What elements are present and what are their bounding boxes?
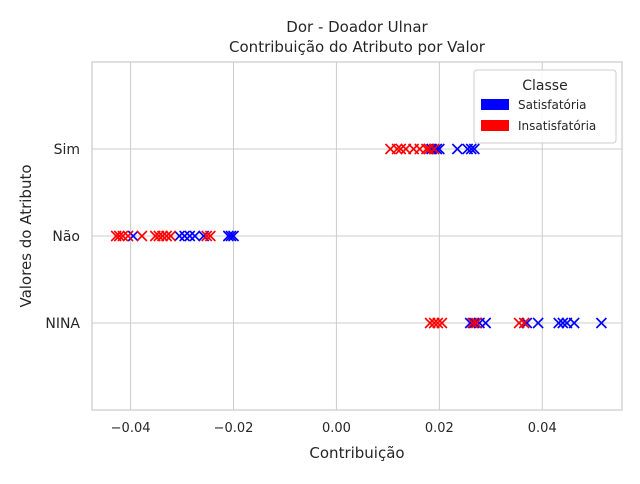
y-tick-label: Sim [54, 142, 80, 158]
data-point-x-marker [518, 317, 530, 329]
x-tick-label: −0.04 [111, 421, 151, 436]
data-point-x-marker [204, 230, 216, 242]
y-tick-label: Não [52, 229, 80, 245]
data-point-x-marker [225, 230, 237, 242]
data-point-x-marker [222, 230, 234, 242]
y-tick-labels: NINA Não Sim [45, 142, 80, 332]
legend-swatch-insatisfatoria [481, 120, 509, 131]
x-tick-label: −0.02 [214, 421, 254, 436]
data-point-x-marker [156, 230, 169, 242]
data-point-x-marker [436, 317, 448, 329]
data-point-x-marker [179, 230, 191, 242]
data-point-x-marker [426, 143, 438, 155]
y-tick-label: NINA [45, 316, 80, 332]
x-tick-labels: −0.04 −0.02 0.00 0.02 0.04 [111, 421, 557, 436]
x-axis-label: Contribuição [309, 444, 404, 462]
data-point-x-marker [122, 230, 134, 242]
legend-box [473, 69, 617, 144]
legend: Classe Satisfatória Insatisfatória [473, 69, 617, 144]
data-points [110, 143, 607, 329]
data-point-x-marker [423, 143, 435, 155]
data-point-x-marker [161, 230, 173, 242]
data-point-x-marker [595, 317, 607, 329]
plot-frame [91, 61, 623, 411]
legend-label-insatisfatoria: Insatisfatória [518, 119, 596, 133]
data-point-x-marker [201, 230, 213, 242]
data-point-x-marker [136, 230, 148, 242]
data-point-x-marker [557, 317, 569, 329]
data-point-x-marker [165, 230, 177, 242]
y-axis-label: Valores do Atributo [17, 164, 35, 307]
data-point-x-marker [468, 317, 480, 329]
data-point-x-marker [432, 317, 444, 329]
data-point-x-marker [553, 317, 565, 329]
data-point-x-marker [127, 230, 139, 242]
data-point-x-marker [532, 317, 544, 329]
data-point-x-marker [568, 317, 580, 329]
x-tick-label: 0.00 [322, 421, 351, 436]
data-point-x-marker [173, 230, 186, 242]
data-point-x-marker [117, 230, 129, 242]
chart-title: Dor - Doador Ulnar [286, 18, 428, 36]
data-point-x-marker [513, 317, 525, 329]
x-tick-label: 0.04 [528, 421, 557, 436]
data-point-x-marker [468, 143, 480, 155]
data-point-x-marker [467, 317, 479, 329]
data-point-x-marker [189, 230, 201, 242]
chart-subtitle: Contribuição do Atributo por Valor [229, 38, 486, 56]
data-point-x-marker [395, 143, 407, 155]
data-point-x-marker [391, 143, 403, 155]
data-point-x-marker [113, 230, 125, 242]
data-point-x-marker [428, 143, 440, 155]
x-tick-label: 0.02 [425, 421, 454, 436]
data-point-x-marker [451, 143, 463, 155]
data-point-x-marker [470, 317, 482, 329]
data-point-x-marker [480, 317, 492, 329]
data-point-x-marker [465, 143, 477, 155]
data-point-x-marker [184, 230, 196, 242]
legend-swatch-satisfatoria [481, 99, 509, 110]
legend-label-satisfatoria: Satisfatória [518, 98, 587, 112]
legend-title: Classe [522, 78, 567, 94]
data-point-x-marker [227, 230, 240, 242]
